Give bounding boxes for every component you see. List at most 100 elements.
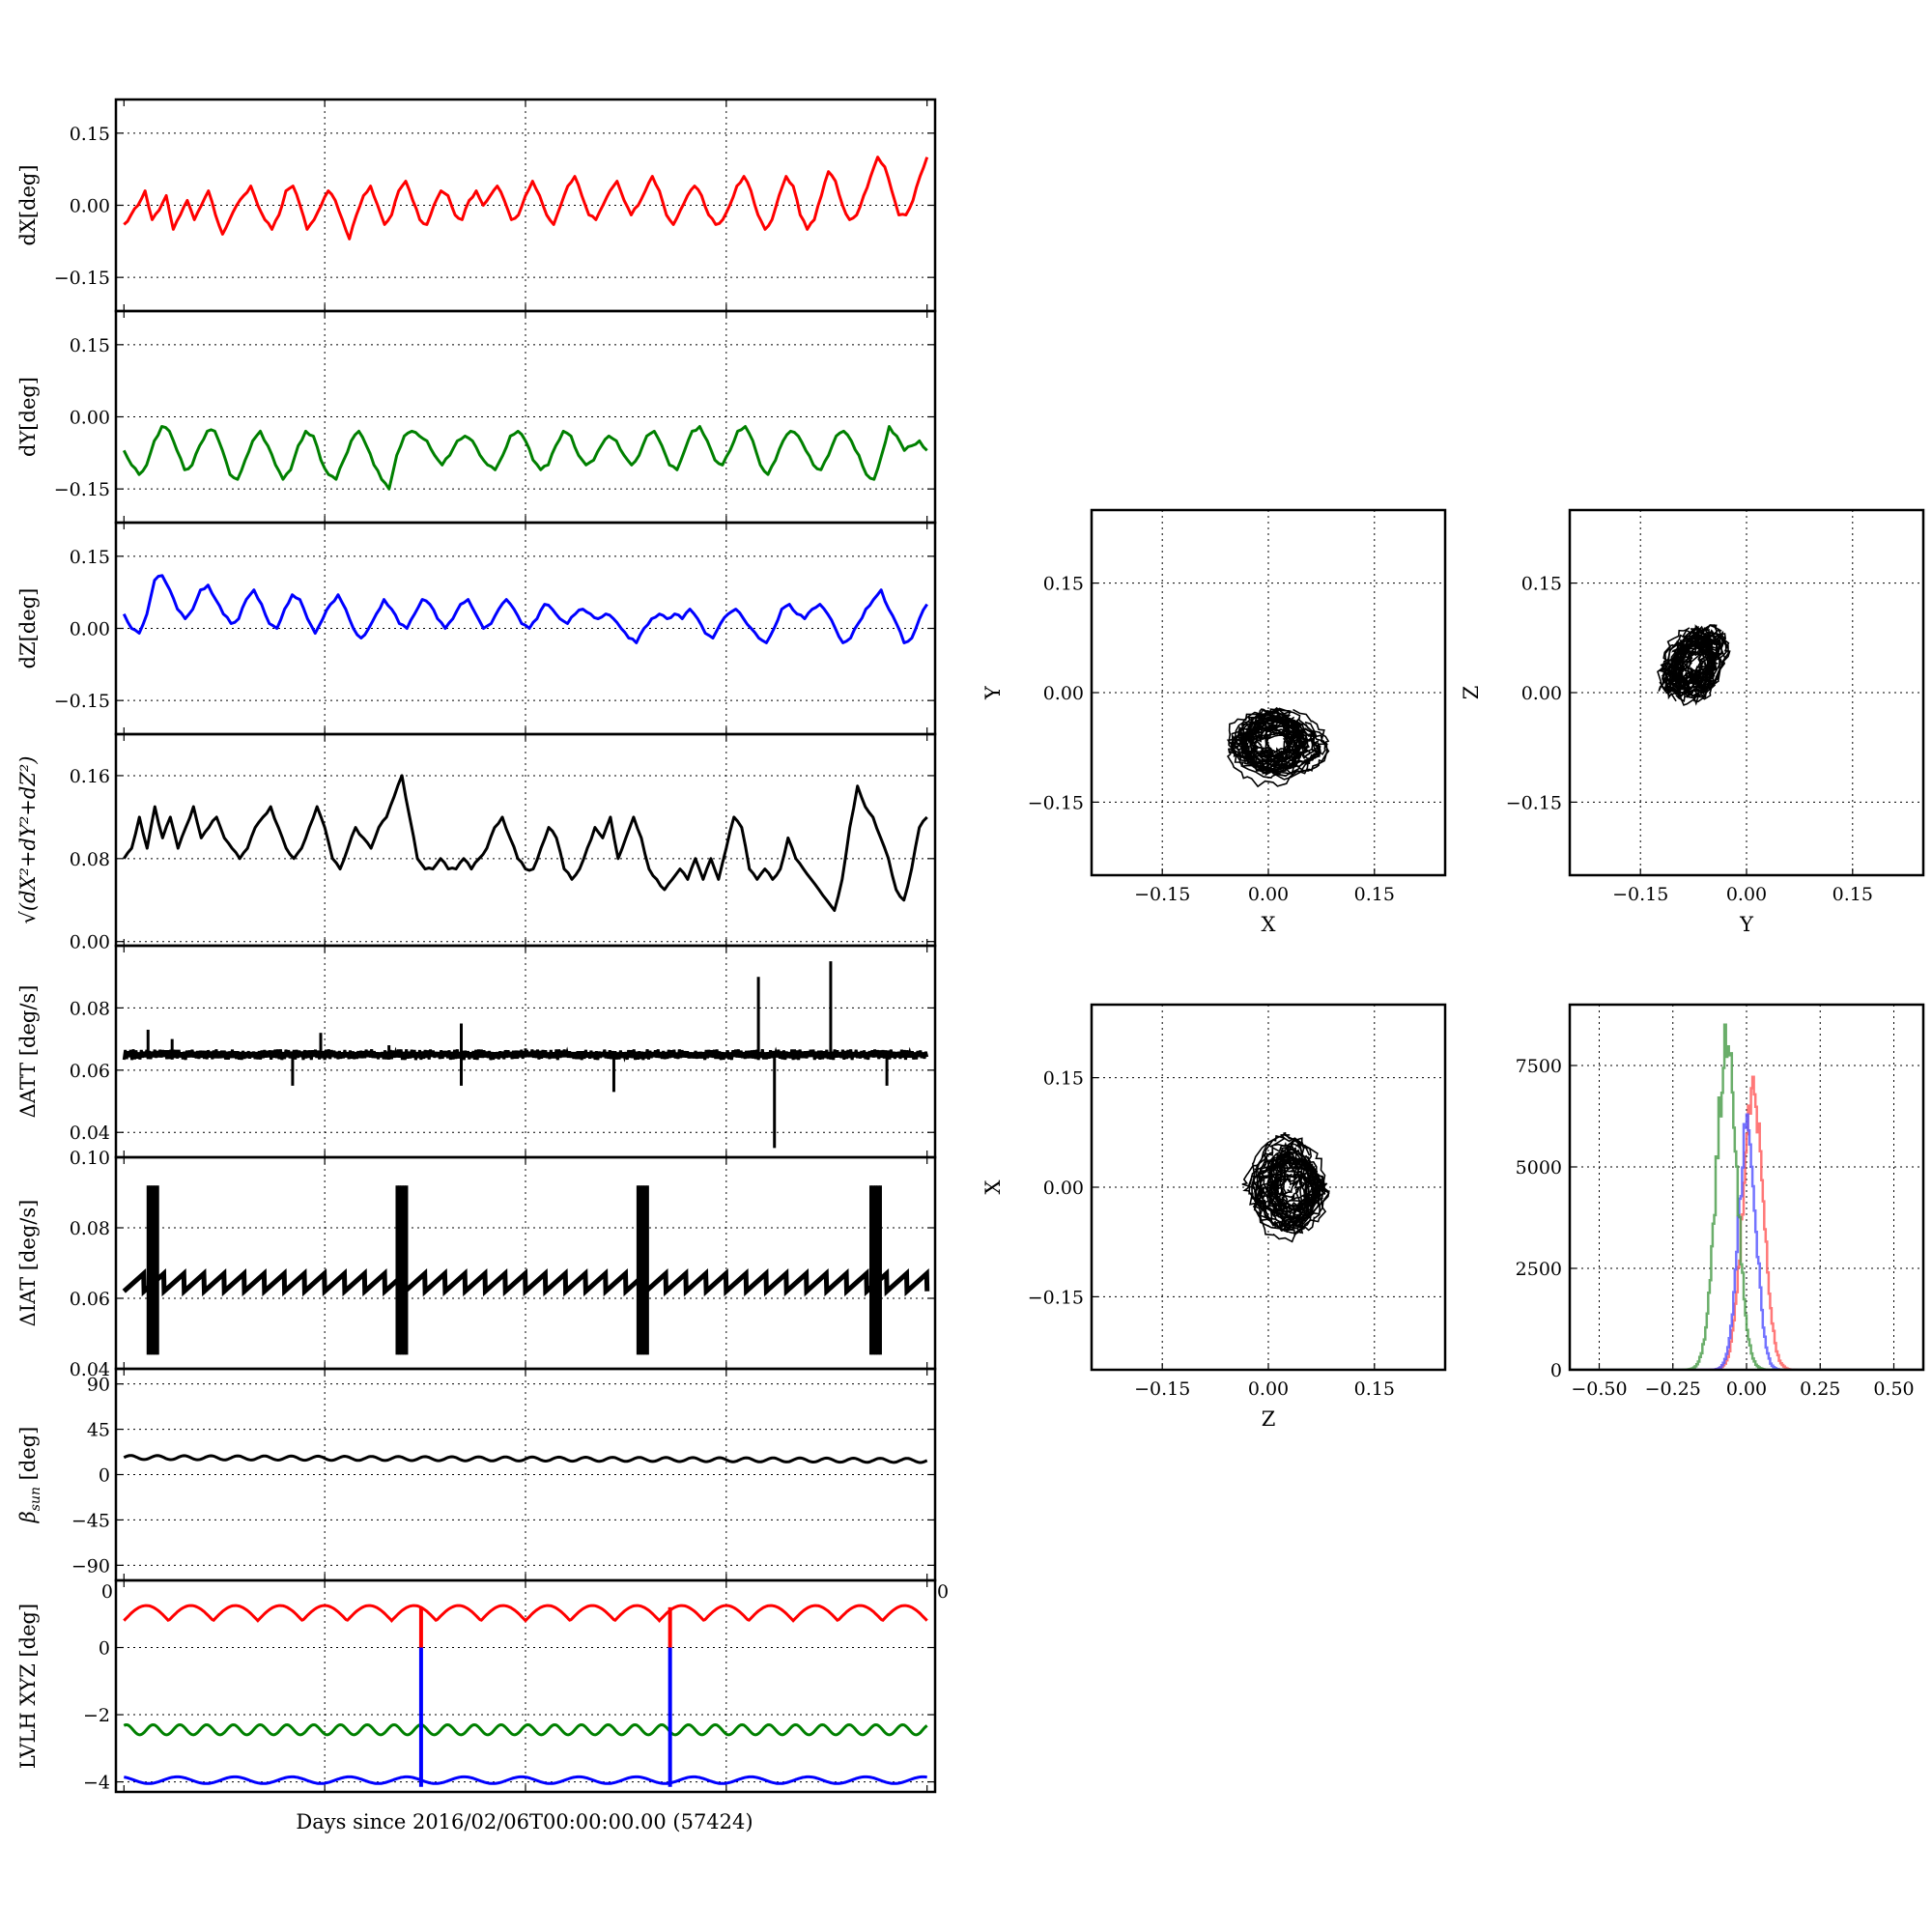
x-tick-label: −0.15	[1134, 884, 1190, 905]
y-axis-label: dX[deg]	[16, 164, 40, 245]
y-tick-label: 0	[99, 1465, 110, 1487]
y-tick-label: −0.15	[1028, 1287, 1084, 1308]
x-tick-label: 0.15	[1354, 884, 1395, 905]
series-line-dX	[123, 156, 929, 241]
x-tick-label: −0.25	[1645, 1378, 1701, 1400]
y-axis-label: ΔIAT [deg/s]	[16, 1200, 40, 1327]
x-tick-label: 0.00	[1726, 1378, 1767, 1400]
series-line-lvlh	[123, 1604, 928, 1623]
panel-beta: −90 −45 0 45 90 βsun [deg]	[16, 1367, 937, 1582]
x-tick-label: 0.00	[1248, 884, 1289, 905]
trajectory-loop	[1234, 725, 1318, 763]
x-axis-label: Z	[1262, 1407, 1276, 1431]
y-axis-label: Z	[1460, 686, 1483, 700]
trajectory-loop	[1228, 708, 1305, 769]
y-tick-label: 0.08	[70, 849, 110, 870]
y-tick-label: 0.06	[70, 1289, 110, 1310]
y-tick-label: 0.15	[70, 547, 110, 568]
trajectory-loop	[1252, 1153, 1315, 1231]
y-tick-label: −4	[83, 1773, 110, 1794]
x-tick-label: −0.50	[1571, 1378, 1627, 1400]
y-tick-label: −0.15	[1028, 792, 1084, 813]
x-tick-label: 0.00	[1726, 884, 1767, 905]
panel-dR: 0.00 0.08 0.16 √(dX²+dY²+dZ²)	[16, 732, 937, 953]
panel-lvlh: −4 −2 0 0 0 LVLH XYZ [deg]	[16, 1578, 949, 1794]
panel-XY: −0.15 0.00 0.15 −0.15 0.00 0.15 X Y	[981, 508, 1447, 936]
trajectory-loop	[1267, 1151, 1303, 1205]
y-tick-label: 0.08	[70, 1218, 110, 1239]
series-line-dZ	[122, 574, 928, 644]
y-tick-label: 0.06	[70, 1061, 110, 1082]
histogram-line	[1570, 1023, 1923, 1370]
panel-frame	[114, 1578, 937, 1794]
panel-frame	[1090, 1003, 1447, 1372]
series-line-lvlh	[123, 1722, 928, 1737]
y-axis-label: βsun [deg]	[16, 1427, 43, 1524]
y-axis-label: √(dX²+dY²+dZ²)	[16, 756, 40, 924]
series-line-dY	[122, 425, 928, 491]
x-axis-label: X	[1262, 913, 1276, 936]
trajectory-loop	[1239, 726, 1328, 777]
y-axis-label: ΔATT [deg/s]	[16, 985, 40, 1119]
plot-area	[123, 1604, 928, 1787]
plot-area	[123, 1454, 928, 1464]
plot-area	[122, 574, 928, 644]
histogram-line	[1570, 1075, 1923, 1370]
x-tick-label: 0.15	[1354, 1378, 1395, 1400]
series-line-dIAT	[122, 1268, 930, 1297]
panel-dX: −0.15 0.00 0.15 dX[deg]	[16, 98, 937, 313]
y-tick-label: 5000	[1516, 1157, 1562, 1179]
y-axis-label: dY[deg]	[16, 377, 40, 457]
y-tick-label: −90	[71, 1555, 110, 1577]
plot-area	[1226, 706, 1330, 788]
y-tick-label: 0.04	[70, 1122, 110, 1144]
x-edge-label: 0	[937, 1581, 949, 1603]
y-tick-label: −2	[83, 1705, 110, 1726]
histogram-line	[1570, 1113, 1923, 1370]
plot-area	[122, 961, 929, 1149]
x-tick-label: 0.25	[1800, 1378, 1840, 1400]
trajectory-loop	[1677, 641, 1719, 690]
y-tick-label: 0.10	[70, 1148, 110, 1169]
y-tick-label: 0	[99, 1638, 110, 1660]
time-series-panels: −0.15 0.00 0.15 dX[deg] −0.15 0.00 0.15 dY[deg]…	[16, 98, 949, 1794]
plot-area	[123, 156, 929, 241]
y-tick-label: −0.15	[54, 691, 110, 712]
x-tick-label: −0.15	[1612, 884, 1668, 905]
plot-area	[1241, 1131, 1330, 1243]
x-axis-label: Y	[1739, 913, 1754, 936]
y-tick-label: 0.00	[70, 196, 110, 217]
y-tick-label: 0	[1550, 1360, 1562, 1381]
y-tick-label: −0.15	[1506, 792, 1562, 813]
panel-dATT: 0.04 0.06 0.08 ΔATT [deg/s]	[16, 944, 937, 1159]
plot-area	[1657, 623, 1731, 706]
panel-frame	[1568, 508, 1925, 877]
panel-YZ: −0.15 0.00 0.15 −0.15 0.00 0.15 Y Z	[1460, 508, 1925, 936]
y-tick-label: 45	[87, 1420, 110, 1441]
y-tick-label: 2500	[1516, 1259, 1562, 1280]
x-tick-label: −0.15	[1134, 1378, 1190, 1400]
y-tick-label: 0.15	[70, 335, 110, 356]
series-line-dR	[123, 774, 928, 912]
y-tick-label: 0.00	[70, 408, 110, 429]
y-tick-label: 0.15	[1043, 1068, 1084, 1090]
trajectory-loop	[1273, 1157, 1323, 1235]
series-line-beta	[123, 1454, 928, 1464]
scatter-panels: −0.15 0.00 0.15 −0.15 0.00 0.15 X Y −0.15 0.00 0.1…	[981, 508, 1925, 1431]
panel-frame	[1090, 508, 1447, 877]
y-axis-label: Y	[981, 685, 1005, 700]
plot-area	[122, 1185, 930, 1355]
panel-ZX: −0.15 0.00 0.15 −0.15 0.00 0.15 Z X	[981, 1003, 1447, 1431]
trajectory-loop	[1268, 1151, 1302, 1229]
trajectory-loop	[1280, 1137, 1315, 1227]
series-line-dATT	[122, 1046, 929, 1063]
y-tick-label: 0.15	[1521, 574, 1562, 595]
y-tick-label: 0.15	[70, 124, 110, 145]
y-axis-label: dZ[deg]	[16, 588, 40, 669]
y-tick-label: −0.15	[54, 268, 110, 289]
panel-dZ: −0.15 0.00 0.15 dZ[deg]	[16, 521, 937, 736]
y-tick-label: 0.00	[70, 932, 110, 953]
y-axis-label: LVLH XYZ [deg]	[16, 1604, 40, 1769]
series-line-lvlh	[124, 1775, 927, 1785]
